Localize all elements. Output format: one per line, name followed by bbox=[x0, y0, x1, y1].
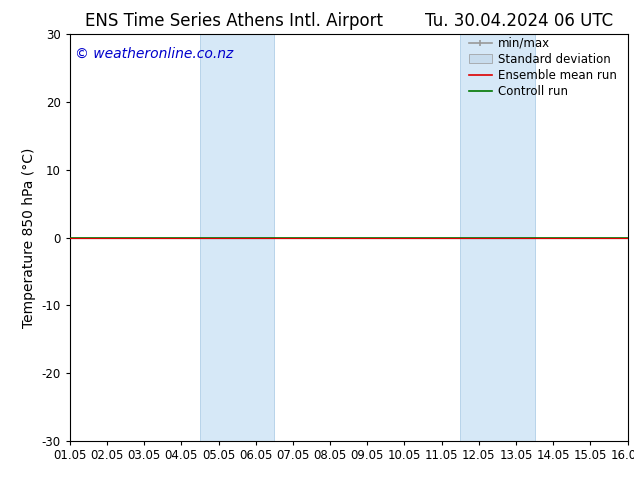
Y-axis label: Temperature 850 hPa (°C): Temperature 850 hPa (°C) bbox=[22, 147, 36, 328]
Bar bbox=[200, 34, 275, 441]
Bar bbox=[460, 34, 534, 441]
Title: ENS Time Series Athens Intl. Airport        Tu. 30.04.2024 06 UTC: ENS Time Series Athens Intl. Airport Tu.… bbox=[84, 12, 613, 30]
Legend: min/max, Standard deviation, Ensemble mean run, Controll run: min/max, Standard deviation, Ensemble me… bbox=[464, 32, 622, 102]
Text: © weatheronline.co.nz: © weatheronline.co.nz bbox=[75, 47, 233, 60]
